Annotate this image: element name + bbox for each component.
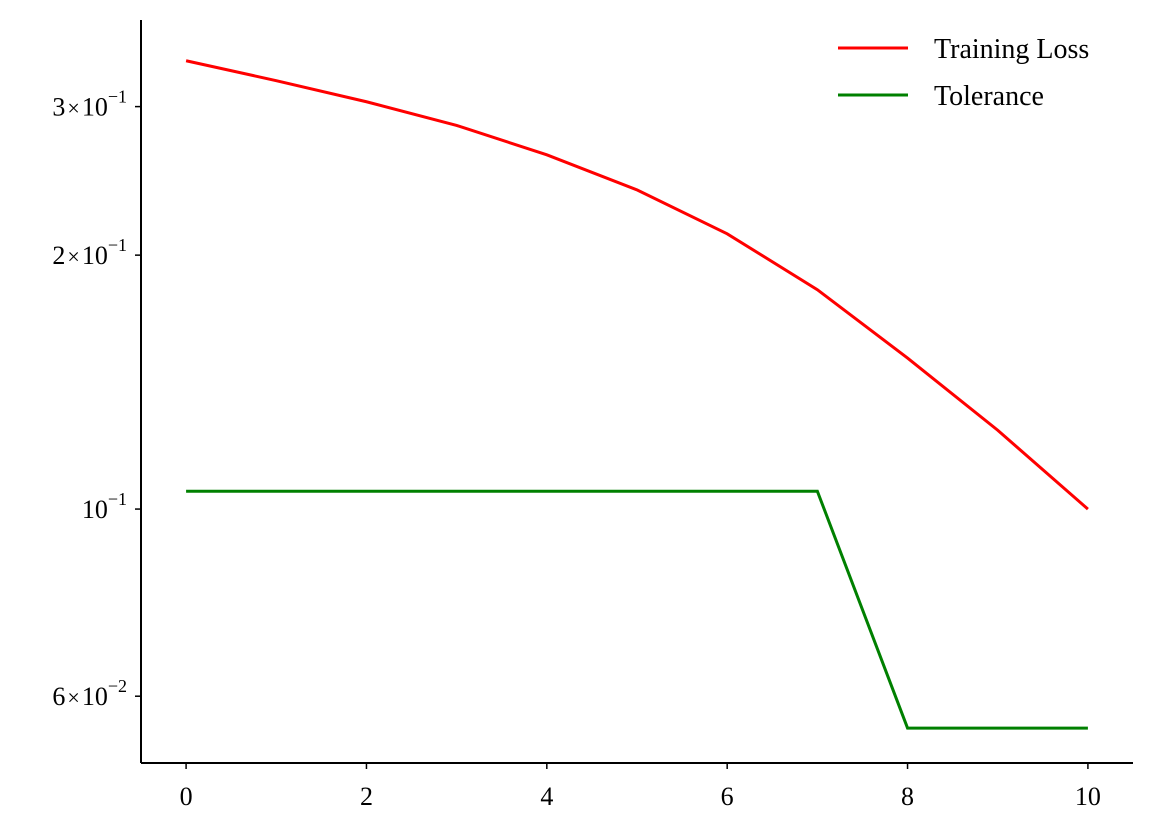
y-tick-label: 3×10−1 — [52, 87, 127, 122]
legend: Training Loss Tolerance — [838, 34, 1089, 112]
y-tick-mantissa: 6 — [52, 682, 65, 711]
x-tick-label: 6 — [721, 782, 734, 811]
axes: 0 2 4 6 8 10 3×10−1 2×10−1 10−1 6×10−2 — [52, 20, 1133, 811]
series-layer — [185, 59, 1089, 730]
x-tick-label: 8 — [901, 782, 914, 811]
y-tick-label: 10−1 — [82, 489, 127, 524]
y-tick-exponent: −1 — [108, 489, 127, 509]
y-tick-mantissa: 2 — [52, 241, 65, 270]
x-tick-label: 10 — [1075, 782, 1101, 811]
x-tick-label: 4 — [540, 782, 553, 811]
y-tick-exponent: −1 — [108, 235, 127, 255]
x-tick-label: 2 — [360, 782, 373, 811]
legend-label-training-loss: Training Loss — [934, 34, 1089, 65]
x-tick-label: 0 — [180, 782, 193, 811]
y-tick-label: 2×10−1 — [52, 235, 127, 270]
y-tick-exponent: −1 — [108, 87, 127, 107]
legend-label-tolerance: Tolerance — [934, 81, 1044, 112]
y-tick-exponent: −2 — [108, 676, 127, 696]
y-tick-mantissa: 3 — [52, 93, 65, 122]
y-tick-label: 6×10−2 — [52, 676, 127, 711]
series-line-training-loss — [185, 59, 1089, 511]
series-line-tolerance — [186, 489, 1088, 730]
